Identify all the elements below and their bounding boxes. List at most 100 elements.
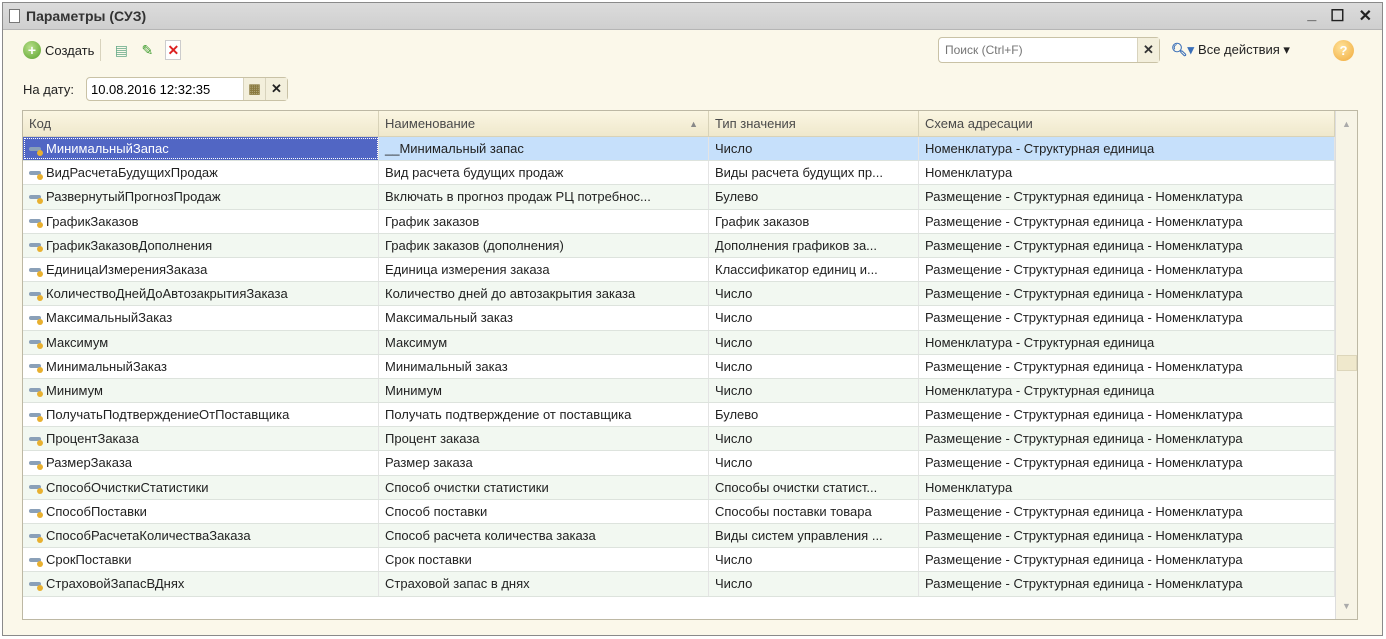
- table-row[interactable]: РазвернутыйПрогнозПродаж Включать в прогн…: [23, 185, 1357, 210]
- table-row[interactable]: Минимум Минимум Число Номенклатура - Структ…: [23, 378, 1357, 404]
- cell-name: Максимум: [379, 330, 709, 354]
- table-row[interactable]: ПолучатьПодтверждениеОтПоставщика Получат…: [23, 403, 1357, 428]
- date-input[interactable]: [86, 78, 243, 100]
- cell-text: СпособОчисткиСтатистики: [46, 479, 209, 495]
- cell-name: График заказов (дополнения): [379, 233, 709, 257]
- cell-addressing-scheme: Номенклатура - Структурная единица: [919, 378, 1335, 403]
- cell-text: Номенклатура - Структурная единица: [925, 334, 1155, 350]
- cell-code: МинимальныйЗаказ: [23, 354, 379, 378]
- cell-value-type: Число: [709, 572, 919, 596]
- cell-text: МаксимальныйЗаказ: [46, 310, 173, 326]
- all-actions-menu[interactable]: Все действия ▾: [1198, 42, 1290, 57]
- table-row[interactable]: ВидРасчетаБудущихПродаж Вид расчета будущ…: [23, 161, 1357, 186]
- cell-name: __Минимальный запас: [379, 137, 709, 161]
- table-row[interactable]: СпособПоставки Способ поставки Способы пос…: [23, 499, 1357, 524]
- cell-value-type: Число: [709, 451, 919, 475]
- delete-button[interactable]: ✕: [165, 40, 182, 60]
- cell-name: Размер заказа: [379, 451, 709, 475]
- cell-text: Размещение - Структурная единица - Номен…: [925, 455, 1243, 471]
- copy-button[interactable]: ▤: [114, 41, 129, 58]
- table-row[interactable]: СрокПоставки Срок поставки Число Размещение…: [23, 548, 1357, 573]
- all-actions-label: Все действия: [1198, 42, 1280, 57]
- column-header-code[interactable]: Код: [23, 111, 379, 136]
- cell-code: ВидРасчетаБудущихПродаж: [23, 161, 379, 185]
- cell-code: СтраховойЗапасВДнях: [23, 572, 379, 596]
- cell-text: Число: [715, 382, 753, 398]
- table-row[interactable]: МаксимальныйЗаказ Максимальный заказ Число…: [23, 306, 1357, 331]
- calendar-icon[interactable]: ▦: [242, 78, 265, 100]
- cell-text: Размещение - Структурная единица - Номен…: [925, 213, 1243, 229]
- parameter-icon: [29, 217, 43, 229]
- cell-name: Процент заказа: [379, 427, 709, 451]
- cell-code: ГрафикЗаказов: [23, 209, 379, 233]
- column-header-value-type[interactable]: Тип значения: [709, 111, 919, 136]
- table-row[interactable]: Максимум Максимум Число Номенклатура - Стру…: [23, 330, 1357, 355]
- clear-date-button[interactable]: ✕: [264, 78, 287, 100]
- table-row[interactable]: СпособОчисткиСтатистики Способ очистки ст…: [23, 475, 1357, 500]
- cell-text: Классификатор единиц и...: [715, 261, 878, 277]
- cell-name: Способ расчета количества заказа: [379, 524, 709, 548]
- maximize-button[interactable]: ☐: [1330, 8, 1345, 25]
- table-row[interactable]: ГрафикЗаказовДополнения График заказов (д…: [23, 233, 1357, 258]
- title-bar: Параметры (СУЗ) _ ☐ ✕: [3, 3, 1382, 30]
- cell-addressing-scheme: Размещение - Структурная единица - Номен…: [919, 185, 1335, 209]
- close-button[interactable]: ✕: [1358, 8, 1372, 25]
- table-row[interactable]: ГрафикЗаказов График заказов График заказо…: [23, 209, 1357, 234]
- table-row[interactable]: СпособРасчетаКоличестваЗаказа Способ расч…: [23, 524, 1357, 549]
- clear-search-button[interactable]: ✕: [1137, 38, 1159, 62]
- cell-text: Минимум: [46, 382, 103, 398]
- cell-text: ГрафикЗаказовДополнения: [46, 237, 213, 253]
- cell-value-type: Способы поставки товара: [709, 499, 919, 523]
- cell-text: Размещение - Структурная единица - Номен…: [925, 189, 1243, 205]
- help-button[interactable]: ?: [1333, 39, 1354, 61]
- search-input[interactable]: [939, 38, 1137, 62]
- column-header-name[interactable]: Наименование ▲: [379, 111, 709, 136]
- parameter-icon: [29, 145, 43, 156]
- cell-text: Способ поставки: [385, 503, 488, 519]
- cell-name: Страховой запас в днях: [379, 572, 709, 596]
- parameter-icon: [29, 314, 43, 325]
- cell-text: СпособРасчетаКоличестваЗаказа: [46, 528, 251, 543]
- scroll-up-arrow[interactable]: ▲: [1342, 119, 1351, 129]
- cell-value-type: Число: [709, 548, 919, 572]
- parameters-table: Код Наименование ▲ Тип значения Схема адр…: [22, 110, 1358, 620]
- cell-name: График заказов: [379, 209, 709, 233]
- window-title: Параметры (СУЗ): [26, 8, 147, 24]
- cell-text: Размещение - Структурная единица - Номен…: [925, 286, 1243, 302]
- table-row[interactable]: МинимальныйЗаказ Минимальный заказ Число Ра…: [23, 354, 1357, 379]
- cell-text: Получать подтверждение от поставщика: [385, 407, 632, 423]
- cell-text: Число: [715, 358, 753, 374]
- cell-text: ВидРасчетаБудущихПродаж: [46, 165, 218, 181]
- table-row[interactable]: ПроцентЗаказа Процент заказа Число Размещен…: [23, 427, 1357, 452]
- cell-value-type: Число: [709, 306, 919, 330]
- table-row[interactable]: КоличествоДнейДоАвтозакрытияЗаказа Количе…: [23, 282, 1357, 307]
- cell-text: СрокПоставки: [46, 552, 132, 568]
- cell-text: Размещение - Структурная единица - Номен…: [925, 528, 1243, 543]
- cell-value-type: Число: [709, 330, 919, 354]
- cell-text: Максимум: [46, 334, 109, 350]
- vertical-scrollbar[interactable]: ▲ ▼: [1335, 111, 1357, 619]
- cell-name: Получать подтверждение от поставщика: [379, 403, 709, 427]
- cell-addressing-scheme: Размещение - Структурная единица - Номен…: [919, 572, 1335, 596]
- cell-name: Максимальный заказ: [379, 306, 709, 330]
- cell-value-type: Булево: [709, 185, 919, 209]
- cell-text: Способы поставки товара: [715, 503, 872, 519]
- table-row[interactable]: РазмерЗаказа Размер заказа Число Размещение…: [23, 451, 1357, 476]
- table-row[interactable]: МинимальныйЗапас __Минимальный запас Число…: [23, 137, 1357, 162]
- cell-name: Минимум: [379, 378, 709, 403]
- table-row[interactable]: ЕдиницаИзмеренияЗаказа Единица измерения …: [23, 257, 1357, 283]
- minimize-button[interactable]: _: [1307, 6, 1317, 23]
- parameter-icon: [29, 169, 43, 180]
- table-row[interactable]: СтраховойЗапасВДнях Страховой запас в дня…: [23, 572, 1357, 597]
- scroll-thumb[interactable]: [1337, 355, 1357, 371]
- column-header-addressing-scheme[interactable]: Схема адресации: [919, 111, 1335, 136]
- edit-pencil-icon[interactable]: ✎: [141, 41, 154, 58]
- cell-text: МинимальныйЗапас: [46, 141, 169, 156]
- parameter-icon: [29, 193, 43, 204]
- search-icon[interactable]: 🔍︎▾: [1171, 42, 1195, 57]
- scroll-down-arrow[interactable]: ▼: [1342, 601, 1351, 611]
- cell-text: СпособПоставки: [46, 503, 147, 519]
- cell-addressing-scheme: Размещение - Структурная единица - Номен…: [919, 427, 1335, 451]
- create-button[interactable]: + Создать: [23, 39, 102, 61]
